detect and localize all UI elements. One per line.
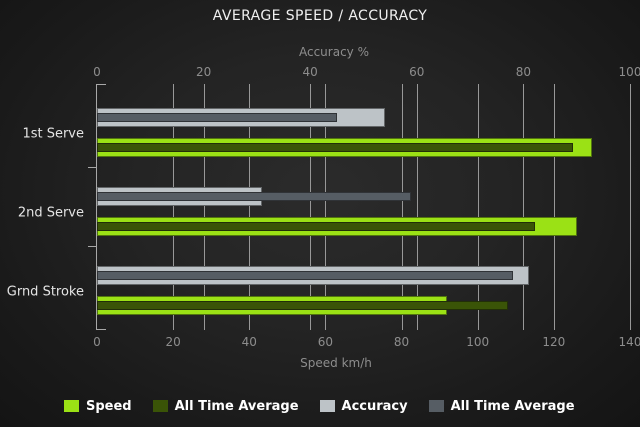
gridline-speed <box>401 84 403 330</box>
legend: Speed All Time Average Accuracy All Time Av… <box>64 397 575 415</box>
tick-label: 60 <box>409 65 425 79</box>
tick-label: 0 <box>93 335 101 349</box>
axis-corner-bottom <box>97 329 106 330</box>
category-boundary-tick <box>88 246 96 247</box>
category-label: 2nd Serve <box>17 205 84 221</box>
tick-label: 100 <box>466 335 490 349</box>
tick-label: 40 <box>302 65 318 79</box>
gridline-speed <box>553 84 555 330</box>
legend-item: Speed <box>64 399 132 414</box>
axis-corner-top <box>97 84 106 85</box>
legend-item: All Time Average <box>152 398 299 414</box>
category-axis: 1st Serve 2nd Serve Grnd Stroke <box>0 84 84 330</box>
legend-swatch <box>428 400 444 412</box>
legend-label: Speed <box>86 398 132 414</box>
bar-speed-all-time-average <box>97 143 573 152</box>
y-axis-line <box>96 84 97 330</box>
gridline-speed <box>630 84 631 330</box>
bar-accuracy-all-time-average <box>97 113 337 122</box>
bar-speed-all-time-average <box>97 222 535 231</box>
gridline-speed <box>325 84 327 330</box>
legend-label: Accuracy <box>341 398 408 414</box>
tick-label: 60 <box>317 335 334 349</box>
category-boundary-tick <box>88 167 96 168</box>
gridline-speed <box>249 84 251 330</box>
gridline-accuracy <box>203 84 205 330</box>
tick-label: 80 <box>393 335 410 349</box>
gridline-accuracy <box>310 84 312 330</box>
legend-swatch <box>319 400 335 412</box>
tick-label: 140 <box>618 335 640 349</box>
top-axis-tick-labels: 0 20 40 60 80 100 <box>93 65 640 79</box>
gridline-speed <box>173 84 175 330</box>
tick-label: 80 <box>515 65 532 79</box>
bar-accuracy-all-time-average <box>97 271 513 280</box>
category-label: Grnd Stroke <box>6 284 84 300</box>
legend-label: All Time Average <box>174 398 299 414</box>
tick-label: 40 <box>241 335 257 349</box>
gridline-speed <box>477 84 479 330</box>
top-axis-title: Accuracy % <box>298 45 370 59</box>
gridline-accuracy <box>523 84 525 330</box>
legend-label: All Time Average <box>450 398 575 414</box>
bar-speed-all-time-average <box>97 301 509 310</box>
legend-swatch <box>64 400 79 412</box>
tick-label: 20 <box>165 335 181 349</box>
plot-area <box>88 84 631 330</box>
legend-item: Accuracy <box>319 398 408 414</box>
bottom-axis-tick-labels: 0 20 40 60 80 100 120 140 <box>93 335 640 349</box>
chart-title: AVERAGE SPEED / ACCURACY <box>212 8 428 24</box>
legend-swatch <box>152 400 168 412</box>
bottom-axis-title: Speed km/h <box>300 356 372 370</box>
gridline-accuracy <box>416 84 418 330</box>
legend-item: All Time Average <box>428 398 575 414</box>
tick-label: 0 <box>93 65 101 79</box>
tick-label: 100 <box>618 65 640 79</box>
tick-label: 120 <box>542 335 566 349</box>
bar-accuracy-all-time-average <box>97 192 412 201</box>
category-label: 1st Serve <box>22 126 84 142</box>
tick-label: 20 <box>195 65 212 79</box>
